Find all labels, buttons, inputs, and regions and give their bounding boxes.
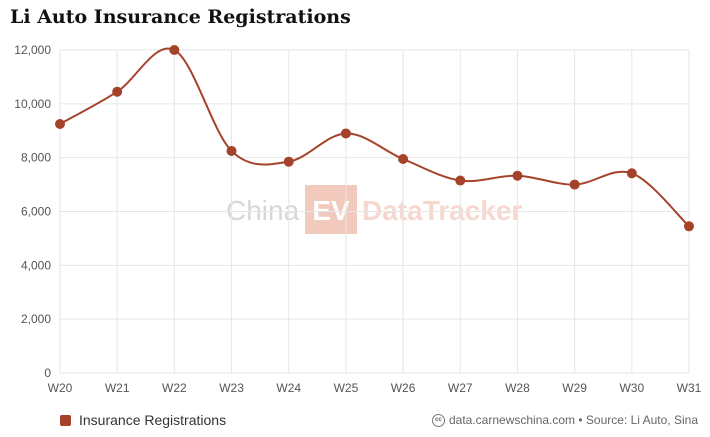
x-axis-labels: W20 W21 W22 W23 W24 W25 W26 W27 W28 W29 W30 W31 <box>48 381 702 395</box>
y-tick-label: 2,000 <box>21 312 51 326</box>
data-point <box>455 175 466 186</box>
x-tick-label: W21 <box>105 381 130 395</box>
legend[interactable]: Insurance Registrations <box>60 412 226 428</box>
watermark-ev-box <box>305 185 357 234</box>
x-tick-label: W22 <box>162 381 187 395</box>
x-tick-label: W27 <box>448 381 473 395</box>
credits-text: data.carnewschina.com • Source: Li Auto,… <box>448 413 698 427</box>
data-point <box>55 119 65 130</box>
data-point <box>569 179 580 190</box>
y-tick-label: 0 <box>44 366 51 380</box>
x-tick-label: W23 <box>219 381 244 395</box>
watermark-china: China <box>226 195 300 226</box>
x-tick-label: W20 <box>48 381 73 395</box>
y-tick-label: 4,000 <box>21 258 51 272</box>
y-gridlines <box>60 49 689 374</box>
creative-commons-icon: cc <box>431 413 445 427</box>
x-tick-label: W26 <box>391 381 416 395</box>
y-tick-label: 6,000 <box>21 205 51 219</box>
watermark-datatracker: DataTracker <box>362 195 522 226</box>
data-point <box>340 128 351 139</box>
data-point <box>169 45 180 55</box>
watermark-ev: EV <box>312 195 350 226</box>
x-tick-label: W29 <box>562 381 587 395</box>
data-point <box>626 168 637 179</box>
x-tick-label: W31 <box>677 381 702 395</box>
y-tick-label: 8,000 <box>21 151 51 165</box>
y-tick-label: 12,000 <box>14 43 51 57</box>
watermark: China EV DataTracker <box>226 185 522 234</box>
data-point <box>226 145 237 156</box>
x-tick-label: W25 <box>334 381 359 395</box>
data-point <box>283 156 294 167</box>
legend-swatch <box>60 414 71 426</box>
data-point <box>512 170 523 181</box>
x-tick-label: W30 <box>619 381 644 395</box>
credits: cc data.carnewschina.com • Source: Li Au… <box>431 413 698 427</box>
x-tick-label: W28 <box>505 381 530 395</box>
x-tick-label: W24 <box>276 381 301 395</box>
x-gridlines <box>59 50 690 373</box>
chart-title: Li Auto Insurance Registrations <box>10 6 351 28</box>
series-insurance-registrations <box>55 45 694 232</box>
y-axis-labels: 0 2,000 4,000 6,000 8,000 10,000 12,000 <box>14 43 51 380</box>
data-point <box>684 221 694 232</box>
legend-label: Insurance Registrations <box>79 412 227 428</box>
data-point <box>112 86 123 97</box>
data-point <box>398 154 409 165</box>
y-tick-label: 10,000 <box>14 97 51 111</box>
